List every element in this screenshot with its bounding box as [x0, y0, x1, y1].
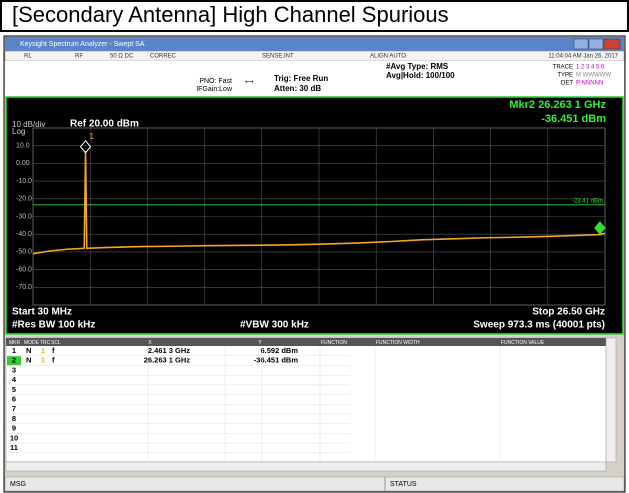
- table-cell: f: [52, 356, 55, 365]
- table-header-cell: FUNCTION VALUE: [501, 340, 545, 346]
- y-tick-label: 10.0: [16, 143, 30, 150]
- rbw: #Res BW 100 kHz: [12, 320, 95, 331]
- toolbar-item: 11:04:04 AM Jan 26, 2017: [548, 54, 618, 60]
- vertical-scrollbar[interactable]: [605, 337, 617, 463]
- table-header-cell: MODE: [24, 340, 40, 346]
- display: [5, 96, 624, 335]
- table-cell: 6.592 dBm: [260, 346, 298, 355]
- table-header-cell: FUNCTION: [321, 340, 347, 346]
- table-cell: 8: [12, 414, 16, 423]
- toolbar-item: ALIGN AUTO: [370, 54, 406, 60]
- marker-table: [5, 337, 607, 463]
- table-cell: 7: [12, 404, 16, 413]
- table-cell: 2: [12, 356, 16, 365]
- plot: 10.0 0.00 -10.0 -20.0 -30.0 -40.0 -50.0 -60.0 -7…: [16, 127, 606, 306]
- ref-level: Ref 20.00 dBm: [70, 119, 139, 130]
- trace-label: TRACE: [553, 65, 573, 71]
- status-bar: [4, 476, 625, 492]
- start-freq: Start 30 MHz: [12, 307, 72, 318]
- y-tick-label: -60.0: [16, 266, 32, 273]
- table-cell: 10: [10, 433, 18, 442]
- table-header: [6, 338, 606, 346]
- minimize-button[interactable]: [573, 38, 589, 50]
- avg-hold: Avg|Hold: 100/100: [386, 71, 455, 80]
- table-cell: -36.451 dBm: [254, 356, 299, 365]
- type-vals: M WWWWW: [576, 73, 611, 79]
- vbw: #VBW 300 kHz: [240, 320, 309, 331]
- table-cell: 4: [12, 375, 17, 384]
- close-button[interactable]: [603, 38, 621, 50]
- avg-type: #Avg Type: RMS: [386, 62, 449, 71]
- table-cell: 11: [10, 443, 18, 452]
- info-panel: [5, 61, 624, 96]
- table-cell: 3: [12, 365, 16, 374]
- table-cell: 9: [12, 424, 16, 433]
- toolbar-item: RF: [75, 54, 83, 60]
- table-header-cell: FUNCTION WIDTH: [376, 340, 420, 346]
- horizontal-scrollbar[interactable]: [5, 461, 607, 472]
- table-header-cell: Y: [258, 340, 262, 346]
- toolbar-item: CORREC: [150, 54, 177, 60]
- title-bar: [5, 37, 624, 51]
- selected-row-highlight: [7, 356, 21, 366]
- table-cell: 1: [41, 346, 45, 355]
- trig: Trig: Free Run: [274, 74, 328, 83]
- table-cell: 2.461 3 GHz: [148, 346, 190, 355]
- table-header-cell: SCL: [51, 340, 61, 346]
- marker-amp: -36.451 dBm: [541, 113, 606, 125]
- table-cell: N: [26, 346, 31, 355]
- y-tick-label: -50.0: [16, 249, 32, 256]
- marker: [79, 139, 92, 154]
- trace-nums: 1 2 3 4 5 6: [576, 65, 605, 71]
- maximize-button[interactable]: [588, 38, 604, 50]
- toolbar-item: SENSE:INT: [262, 54, 294, 60]
- table-cell: 6: [12, 394, 16, 403]
- atten: Atten: 30 dB: [274, 84, 321, 93]
- y-tick-label: -20.0: [16, 196, 32, 203]
- heading: [Secondary Antenna] High Channel Spuriou…: [12, 2, 449, 27]
- y-tick-label: -10.0: [16, 178, 32, 185]
- table-content: MKR MODE TRC SCL X Y FUNCTION FUNCTION WIDTH FUN…: [6, 340, 545, 462]
- marker: [594, 221, 606, 235]
- det-vals: P NNNNN: [576, 81, 603, 87]
- y-tick-label: -70.0: [16, 284, 32, 291]
- scale: 10 dB/div: [12, 120, 45, 129]
- type-label: TYPE: [557, 73, 573, 79]
- y-tick-label: -40.0: [16, 231, 32, 238]
- table-header-cell: MKR: [9, 340, 21, 346]
- display-line-label: -23.41 dBm: [572, 198, 603, 204]
- sweep: Sweep 973.3 ms (40001 pts): [473, 320, 605, 331]
- y-tick-label: 0.00: [16, 160, 30, 167]
- heading-box: [0, 0, 629, 32]
- table-header-cell: X: [148, 340, 152, 346]
- trig-arrow: ⟷: [245, 80, 254, 86]
- log: Log: [12, 127, 25, 136]
- status: STATUS: [390, 481, 417, 488]
- toolbar: [4, 50, 625, 62]
- toolbar-items: RL RF 50 Ω DC CORREC SENSE:INT ALIGN AUTO 11:0…: [24, 54, 619, 60]
- stop-freq: Stop 26.50 GHz: [532, 307, 605, 318]
- table-cell: 26.263 1 GHz: [144, 356, 191, 365]
- toolbar-item: RL: [24, 54, 32, 60]
- table-header-cell: TRC: [40, 340, 51, 346]
- marker-label: 1: [90, 132, 95, 141]
- msg: MSG: [10, 481, 26, 488]
- toolbar-item: 50 Ω DC: [110, 54, 134, 60]
- y-tick-label: -30.0: [16, 213, 32, 220]
- table-cell: 1: [41, 356, 45, 365]
- table-cell: N: [26, 356, 31, 365]
- det-label: DET: [561, 81, 573, 87]
- pno: PNO: Fast: [199, 78, 232, 85]
- ifgain: IFGain:Low: [196, 86, 233, 93]
- table-cell: f: [52, 346, 55, 355]
- trace: [32, 150, 606, 255]
- table-cell: 5: [12, 385, 16, 394]
- window-title: Keysight Spectrum Analyzer - Swept SA: [20, 41, 145, 48]
- table-cell: 1: [12, 346, 16, 355]
- marker-freq: Mkr2 26.263 1 GHz: [509, 99, 606, 111]
